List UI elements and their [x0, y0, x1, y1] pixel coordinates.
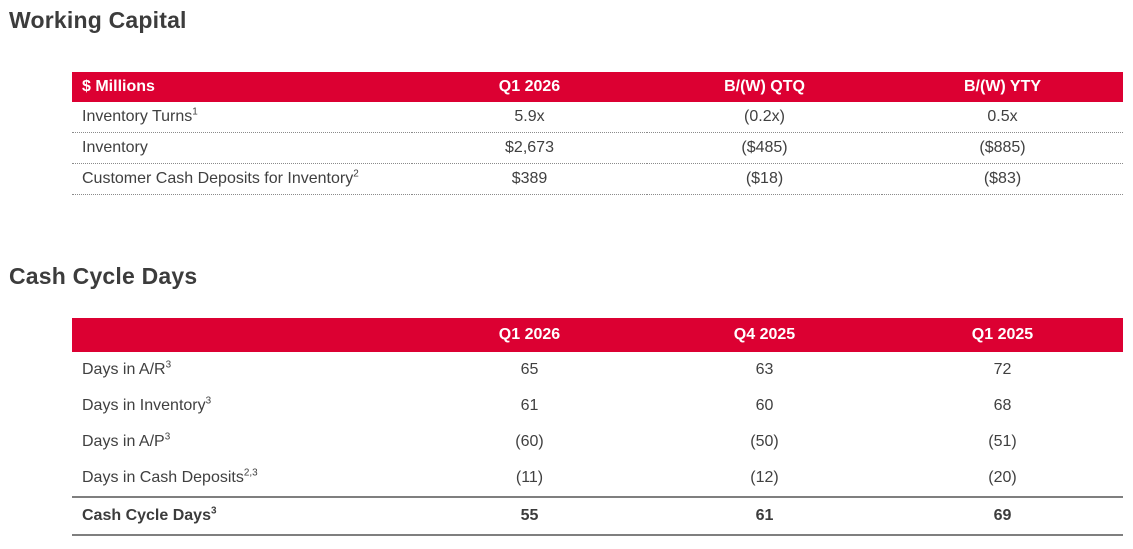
- cash-cycle-days-table: Q1 2026 Q4 2025 Q1 2025 Days in A/R3 65 …: [72, 318, 1123, 536]
- cell-bw-qtq: ($485): [647, 132, 882, 164]
- row-label-cell: Days in Cash Deposits2,3: [72, 460, 412, 497]
- working-capital-title: Working Capital: [9, 7, 187, 33]
- footnote-ref: 2,3: [243, 467, 258, 479]
- cell-q1-2025: 68: [993, 397, 1012, 414]
- row-label: Inventory: [82, 139, 148, 156]
- column-header-bw-yty: B/(W) YTY: [882, 72, 1123, 102]
- cell-q1-2026: 61: [520, 397, 539, 414]
- table-row-days-in-inventory: Days in Inventory3 61 60 68: [72, 388, 1123, 424]
- cell-q1-2026: (11): [515, 469, 544, 486]
- footnote-ref: 1: [192, 106, 198, 118]
- cell-bw-yty: ($885): [882, 132, 1123, 164]
- cell-q1-2026: $2,673: [412, 132, 647, 164]
- table-row-inventory: Inventory $2,673 ($485) ($885): [72, 132, 1123, 164]
- row-label: Days in A/P: [82, 433, 165, 450]
- row-label-cell: Customer Cash Deposits for Inventory2: [72, 163, 412, 195]
- row-label-cell: Days in A/R3: [72, 352, 412, 388]
- cell-q1-2025: 69: [882, 496, 1123, 536]
- cell-q1-2025: (51): [988, 433, 1017, 450]
- working-capital-header-row: $ Millions Q1 2026 B/(W) QTQ B/(W) YTY: [72, 72, 1123, 102]
- cell-q4-2025: 63: [755, 361, 774, 378]
- column-header-blank: [72, 318, 412, 352]
- table-row-days-in-cash-deposits: Days in Cash Deposits2,3 (11) (12) (20): [72, 460, 1123, 497]
- footnote-ref: 3: [164, 431, 171, 443]
- cell-q4-2025: 60: [755, 397, 774, 414]
- row-label-cell: Inventory Turns1: [72, 102, 412, 133]
- cell-bw-qtq: (0.2x): [647, 102, 882, 133]
- row-label-cell: Cash Cycle Days3: [72, 496, 412, 536]
- table-row-days-in-ap: Days in A/P3 (60) (50) (51): [72, 424, 1123, 460]
- cash-cycle-days-title: Cash Cycle Days: [9, 263, 198, 289]
- cell-q1-2025: (20): [988, 469, 1017, 486]
- row-label-cell: Days in Inventory3: [72, 388, 412, 424]
- table-row-customer-cash-deposits: Customer Cash Deposits for Inventory2 $3…: [72, 163, 1123, 195]
- footnote-ref: 2: [353, 168, 359, 180]
- cell-q4-2025: (50): [750, 433, 779, 450]
- working-capital-table: $ Millions Q1 2026 B/(W) QTQ B/(W) YTY I…: [72, 72, 1123, 195]
- row-label: Days in Inventory: [82, 397, 206, 414]
- cell-q1-2025: 72: [993, 361, 1012, 378]
- row-label: Customer Cash Deposits for Inventory: [82, 170, 354, 187]
- cell-q1-2026: (60): [515, 433, 544, 450]
- column-header-q1-2025: Q1 2025: [882, 318, 1123, 352]
- column-header-bw-qtq: B/(W) QTQ: [647, 72, 882, 102]
- column-header-q4-2025: Q4 2025: [647, 318, 882, 352]
- column-header-q1-2026: Q1 2026: [412, 318, 647, 352]
- cell-q4-2025: (12): [750, 469, 779, 486]
- row-label: Days in Cash Deposits: [82, 469, 244, 486]
- cell-q1-2026: $389: [412, 163, 647, 195]
- column-header-q1-2026: Q1 2026: [412, 72, 647, 102]
- cell-bw-yty: 0.5x: [882, 102, 1123, 133]
- cell-q1-2026: 55: [412, 496, 647, 536]
- row-label: Days in A/R: [82, 361, 166, 378]
- cell-bw-qtq: ($18): [647, 163, 882, 195]
- table-row-cash-cycle-days-total: Cash Cycle Days3 55 61 69: [72, 496, 1123, 536]
- cell-q1-2026: 65: [520, 361, 539, 378]
- table-row-inventory-turns: Inventory Turns1 5.9x (0.2x) 0.5x: [72, 102, 1123, 133]
- table-row-days-in-ar: Days in A/R3 65 63 72: [72, 352, 1123, 388]
- row-label-cell: Days in A/P3: [72, 424, 412, 460]
- row-label: Cash Cycle Days: [82, 507, 211, 524]
- row-label: Inventory Turns: [82, 108, 193, 125]
- footnote-ref: 3: [210, 505, 217, 517]
- cell-q4-2025: 61: [647, 496, 882, 536]
- cell-bw-yty: ($83): [882, 163, 1123, 195]
- cash-cycle-header-row: Q1 2026 Q4 2025 Q1 2025: [72, 318, 1123, 352]
- row-label-cell: Inventory: [72, 132, 412, 164]
- column-header-millions: $ Millions: [72, 72, 412, 102]
- footnote-ref: 3: [165, 359, 172, 371]
- cell-q1-2026: 5.9x: [412, 102, 647, 133]
- footnote-ref: 3: [205, 395, 212, 407]
